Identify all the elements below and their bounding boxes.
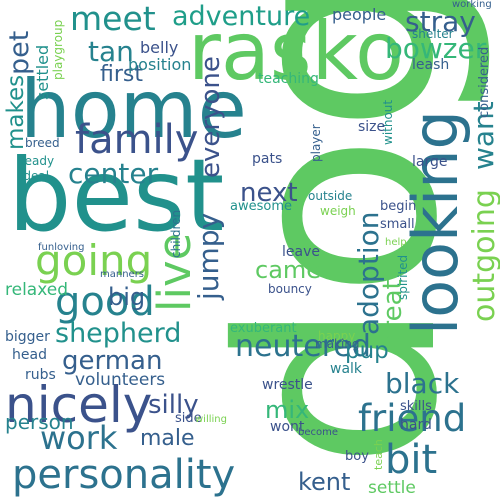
word-big: big	[108, 283, 146, 311]
word-leash: leash	[412, 57, 450, 73]
word-mix: mix	[265, 396, 310, 424]
word-pup: pup	[345, 338, 389, 364]
word-people: people	[332, 5, 387, 24]
word-everyone: everyone	[196, 56, 226, 178]
word-next: next	[240, 178, 298, 208]
word-playgroup: playgroup	[51, 19, 65, 80]
word-going: going	[35, 236, 153, 285]
word-best: best	[8, 137, 225, 254]
word-rasko: rasko	[188, 5, 405, 98]
word-happy: happy	[318, 329, 356, 343]
word-breed: breed	[25, 136, 60, 150]
word-person: person	[5, 410, 74, 434]
word-wrestle: wrestle	[262, 377, 313, 393]
word-pet: pet	[4, 30, 35, 75]
word-funloving: funloving	[38, 242, 85, 253]
word-family: family	[75, 117, 199, 163]
word-exuberant: exuberant	[230, 321, 297, 336]
word-neutered: neutered	[235, 329, 371, 364]
word-work: work	[40, 419, 118, 457]
word-head: head	[12, 347, 47, 363]
word-begin: begin	[380, 199, 417, 214]
word-good: good	[55, 279, 155, 325]
word-hard: hard	[400, 417, 432, 433]
word-manners: manners	[100, 269, 145, 280]
word-home: home	[20, 63, 247, 156]
word-nicely: nicely	[5, 376, 153, 434]
word-large: large	[412, 154, 448, 170]
word-black: black	[385, 367, 460, 400]
word-volunteers: volunteers	[75, 370, 166, 390]
word-small: small	[380, 217, 415, 232]
word-male: male	[140, 426, 195, 451]
word-belly: belly	[140, 38, 179, 57]
word-shepherd: shepherd	[55, 318, 182, 349]
word-leave: leave	[282, 244, 320, 260]
word-tan: tan	[88, 35, 134, 68]
word-jumpy: jumpy	[192, 212, 225, 300]
word-kent: kent	[298, 468, 351, 496]
word-help: help	[385, 237, 407, 248]
word-pats: pats	[252, 151, 283, 167]
word-making: making	[315, 337, 360, 351]
word-children: children	[169, 209, 183, 258]
word-personality: personality	[12, 452, 236, 498]
word-relaxed: relaxed	[5, 280, 69, 300]
word-considered: considered	[477, 46, 492, 118]
word-become: become	[298, 427, 339, 438]
word-position: position	[128, 55, 192, 74]
word-rubs: rubs	[25, 367, 56, 383]
word-stray: stray	[405, 5, 476, 38]
word-wont: wont	[270, 419, 305, 435]
word-bigger: bigger	[5, 329, 50, 345]
word-boy: boy	[345, 449, 369, 464]
word-ready: ready	[20, 154, 55, 168]
word-settle: settle	[368, 478, 416, 498]
word-shelter: shelter	[412, 27, 454, 41]
word-first: first	[100, 62, 143, 87]
word-bit: bit	[385, 437, 438, 483]
word-outside: outside	[308, 189, 353, 203]
word-silly: silly	[148, 390, 199, 420]
word-teach: teach	[372, 439, 385, 470]
word-bowzer: bowzer	[385, 32, 487, 65]
word-center: center	[68, 157, 159, 190]
word-spirited: spirited	[396, 254, 410, 300]
word-player: player	[309, 124, 323, 162]
word-teaching: teaching	[258, 71, 319, 87]
word-side: side	[175, 411, 202, 426]
word-ideal: ideal	[20, 169, 50, 183]
word-bouncy: bouncy	[268, 282, 312, 296]
word-awesome: awesome	[230, 199, 292, 214]
word-willing: willing	[195, 414, 227, 425]
word-adventure: adventure	[172, 1, 311, 32]
word-settled: settled	[33, 44, 52, 100]
word-came: came	[255, 256, 322, 284]
word-working: working	[452, 0, 492, 10]
word-german: german	[62, 346, 163, 376]
word-outgoing: outgoing	[467, 189, 500, 322]
word-weigh: weigh	[320, 204, 356, 218]
word-friend: friend	[358, 397, 467, 440]
word-walk: walk	[330, 361, 363, 377]
word-skills: skills	[400, 399, 432, 414]
word-size: size	[358, 119, 386, 135]
word-meet: meet	[70, 0, 156, 38]
